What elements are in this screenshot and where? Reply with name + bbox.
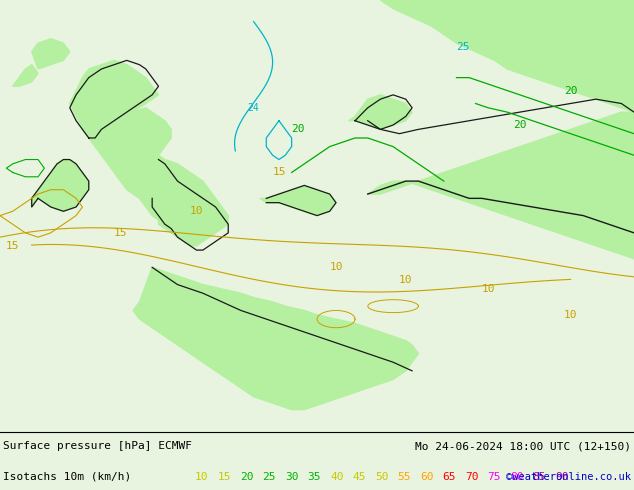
Text: 70: 70 (465, 472, 479, 482)
Text: 10: 10 (399, 275, 413, 285)
Text: 35: 35 (307, 472, 321, 482)
Polygon shape (13, 65, 38, 86)
Text: 20: 20 (564, 86, 578, 96)
Text: Isotachs 10m (km/h): Isotachs 10m (km/h) (3, 472, 131, 482)
Polygon shape (349, 95, 412, 129)
Polygon shape (380, 0, 634, 112)
Text: 15: 15 (6, 241, 20, 251)
Text: 10: 10 (190, 206, 204, 216)
Polygon shape (70, 60, 158, 138)
Text: 15: 15 (113, 228, 127, 238)
Text: 25: 25 (262, 472, 276, 482)
Text: 20: 20 (240, 472, 254, 482)
Text: 20: 20 (513, 120, 527, 130)
Text: 55: 55 (398, 472, 411, 482)
Text: 10: 10 (481, 284, 495, 294)
Text: 15: 15 (272, 168, 286, 177)
Polygon shape (89, 108, 228, 246)
Polygon shape (368, 112, 634, 259)
Text: 10: 10 (564, 310, 578, 320)
Polygon shape (32, 39, 70, 69)
Text: 60: 60 (420, 472, 434, 482)
Text: 65: 65 (443, 472, 456, 482)
Text: 10: 10 (329, 262, 343, 272)
Text: 25: 25 (456, 43, 470, 52)
Polygon shape (260, 185, 336, 216)
Text: Mo 24-06-2024 18:00 UTC (12+150): Mo 24-06-2024 18:00 UTC (12+150) (415, 441, 631, 451)
Text: 85: 85 (533, 472, 546, 482)
Text: 80: 80 (510, 472, 524, 482)
Text: 30: 30 (285, 472, 299, 482)
Text: 45: 45 (353, 472, 366, 482)
Text: 20: 20 (291, 124, 305, 134)
Text: 40: 40 (330, 472, 344, 482)
Polygon shape (133, 268, 418, 410)
Text: 24: 24 (248, 103, 259, 113)
Text: 90: 90 (555, 472, 569, 482)
Text: 50: 50 (375, 472, 389, 482)
Text: 10: 10 (195, 472, 209, 482)
Text: Surface pressure [hPa] ECMWF: Surface pressure [hPa] ECMWF (3, 441, 192, 451)
Polygon shape (32, 160, 89, 211)
Text: 15: 15 (217, 472, 231, 482)
Text: 75: 75 (488, 472, 501, 482)
Text: ©weatheronline.co.uk: ©weatheronline.co.uk (506, 472, 631, 482)
